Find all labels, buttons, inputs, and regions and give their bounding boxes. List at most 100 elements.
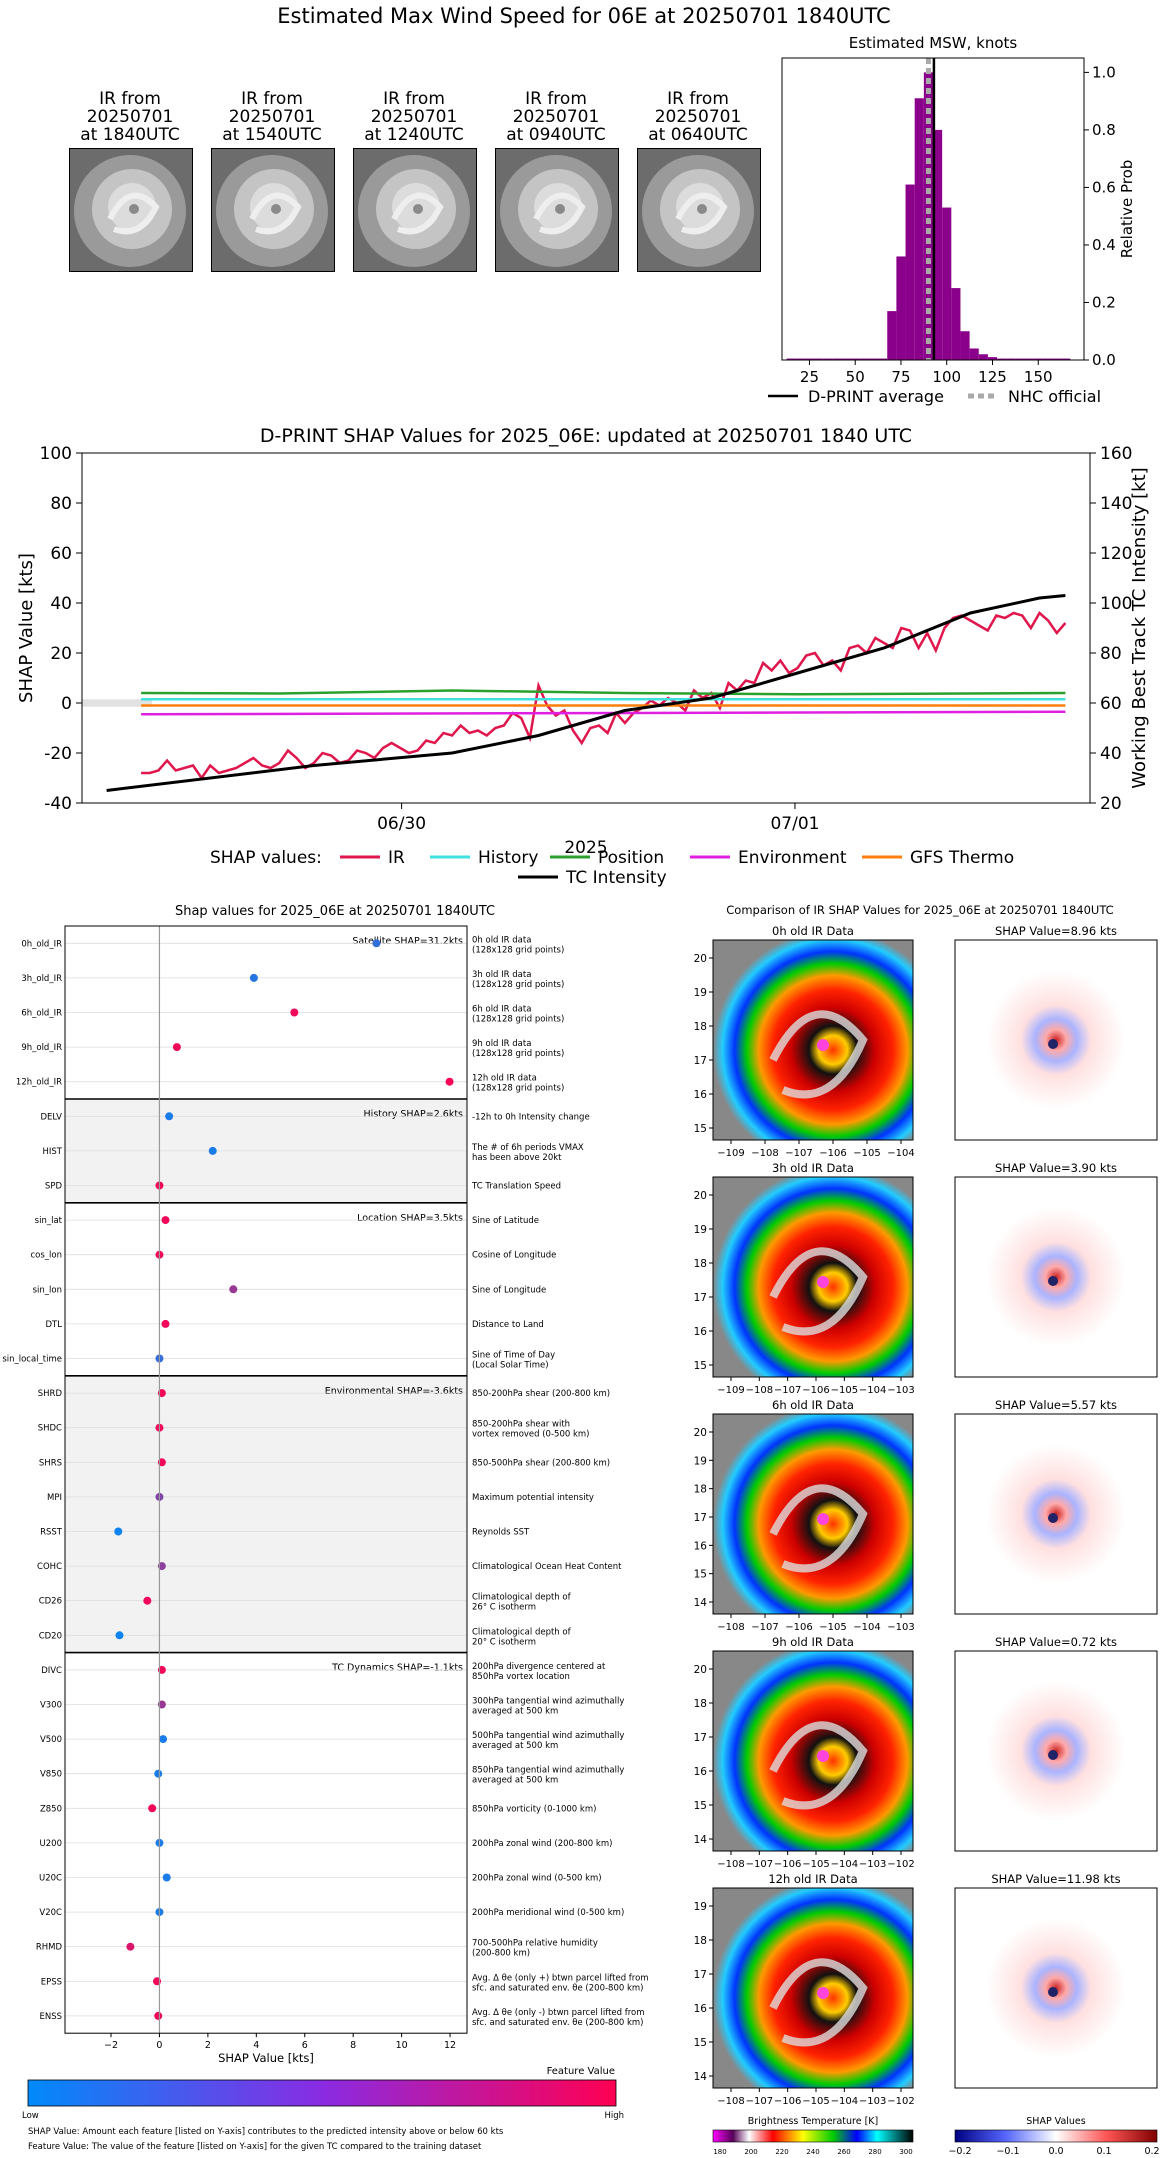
feature-group-background [65,1375,467,1653]
feature-name-label: sin_lon [33,1285,62,1295]
histogram-bar [1042,358,1052,360]
ir-thumb-label-line: at 0940UTC [506,125,606,145]
timeseries-ytick-label: -40 [44,794,72,814]
ir-ytick-label: 18 [694,1258,707,1270]
ir-thumb-svg [212,149,334,271]
histogram-ytick-label: 0.0 [1092,351,1116,369]
ir-xtick-label: −108 [717,1859,744,1870]
feature-description: (Local Solar Time) [472,1361,549,1371]
feature-description: TC Translation Speed [471,1182,561,1192]
ir-thumb-label-line: IR from [241,89,303,109]
feature-description: Maximum potential intensity [472,1493,594,1503]
timeseries-xtick-label: 07/01 [770,814,819,834]
ir-ytick-label: 15 [694,2037,707,2049]
histogram-bar [960,331,970,360]
feature-name-label: CD26 [39,1597,62,1607]
feature-shap-point [159,1735,168,1744]
feature-name-label: 12h_old_IR [16,1078,62,1088]
feature-name-label: ENSS [39,2012,62,2022]
histogram-bar [868,358,879,360]
ir-shap-comparison: Comparison of IR SHAP Values for 2025_06… [694,903,1160,2157]
legend-label: GFS Thermo [910,848,1014,868]
bt-colorbar-tick: 180 [713,2148,726,2156]
legend-label: Environment [738,848,847,868]
ir-panel-image [713,1177,913,1377]
ir-xtick-label: −105 [831,1385,858,1396]
ir-eye-marker [817,1039,829,1051]
feature-xtick-label: 4 [253,2040,259,2051]
ir-xtick-label: −106 [774,1859,801,1870]
ir-ytick-label: 17 [694,1055,707,1067]
shap-timeseries-chart: D-PRINT SHAP Values for 2025_06E: update… [16,425,1150,888]
ir-ytick-label: 15 [694,1360,707,1372]
ir-thumb-label-line: IR from [99,89,161,109]
histogram-xtick-label: 75 [891,368,910,386]
ir-thumb-image [637,148,761,272]
ir-ytick-label: 15 [694,1123,707,1135]
figure-title: Estimated Max Wind Speed for 06E at 2025… [277,4,891,28]
histogram-bar [859,358,869,360]
feature-description: Sine of Longitude [472,1285,546,1295]
ir-thumb-svg [638,149,760,271]
ir-panel-frame [712,1176,914,1378]
timeseries-y2tick-label: 100 [1100,594,1132,614]
ir-ytick-label: 16 [694,1089,708,1101]
histogram-bar [814,358,824,360]
ir-ytick-label: 16 [694,2003,708,2015]
feature-name-label: EPSS [41,1977,62,1987]
legend-label: Position [598,848,664,868]
shap-panel-frame [954,1650,1158,1852]
ir-xtick-label: −104 [887,1148,914,1159]
shap-panel-frame [954,1413,1158,1615]
feature-xtick-label: 2 [205,2040,211,2051]
feature-description: Cosine of Longitude [472,1251,556,1261]
histogram-title: Estimated MSW, knots [849,34,1018,52]
ir-xtick-label: −108 [717,1622,744,1633]
histogram-ytick-label: 0.6 [1092,178,1116,196]
feature-description: 850-200hPa shear (200-800 km) [472,1389,610,1399]
bt-colorbar-tick: 300 [899,2148,912,2156]
histogram-bar [786,358,796,360]
timeseries-ytick-label: 60 [50,544,72,564]
ir-ytick-label: 20 [694,1664,707,1676]
feature-shap-point [154,1769,163,1778]
ir-xtick-label: −105 [853,1148,880,1159]
feature-name-label: U20C [39,1874,62,1884]
feature-name-label: SHRD [38,1389,63,1399]
bt-colorbar-tick: 280 [868,2148,881,2156]
timeseries-y2tick-label: 140 [1100,494,1132,514]
feature-description: Climatological Ocean Heat Content [472,1562,622,1572]
ir-ytick-label: 17 [694,1512,707,1524]
ir-ytick-label: 16 [694,1766,708,1778]
feature-shap-point [115,1631,124,1640]
ir-xtick-label: −104 [859,1385,886,1396]
ir-ytick-label: 14 [694,1834,708,1846]
feature-name-label: RSST [40,1528,63,1538]
ir-xtick-label: −103 [859,1859,886,1870]
ir-eye-marker [817,1750,829,1762]
feature-shap-point [172,1043,181,1052]
bt-colorbar-tick: 200 [744,2148,757,2156]
feature-shap-point [445,1077,454,1086]
feature-description: 200hPa divergence centered at [472,1662,606,1672]
feature-description: The # of 6h periods VMAX [471,1143,584,1153]
feature-name-label: V300 [40,1701,62,1711]
ir-panel-title: 12h old IR Data [768,1872,857,1886]
ir-ytick-label: 18 [694,1484,707,1496]
timeseries-ytick-label: 100 [40,444,72,464]
timeseries-y2tick-label: 120 [1100,544,1132,564]
histogram-ytick-label: 1.0 [1092,63,1116,81]
histogram-bar [841,358,851,360]
shap-colorbar-tick: −0.1 [996,2146,1019,2157]
histogram-bar [942,207,952,360]
feature-name-label: Z850 [40,1804,62,1814]
ir-spiral-band [769,1958,868,2047]
feature-description: -12h to 0h Intensity change [472,1112,590,1122]
ir-thumb-label: IR from 20250701 at 0940UTC [491,90,621,144]
ir-ytick-label: 18 [694,1935,707,1947]
feature-name-label: CD20 [39,1631,62,1641]
feature-shap-point [154,2011,163,2020]
histogram-bar [878,358,888,360]
feature-xlabel: SHAP Value [kts] [218,2051,314,2065]
ir-xtick-label: −103 [859,2096,886,2107]
